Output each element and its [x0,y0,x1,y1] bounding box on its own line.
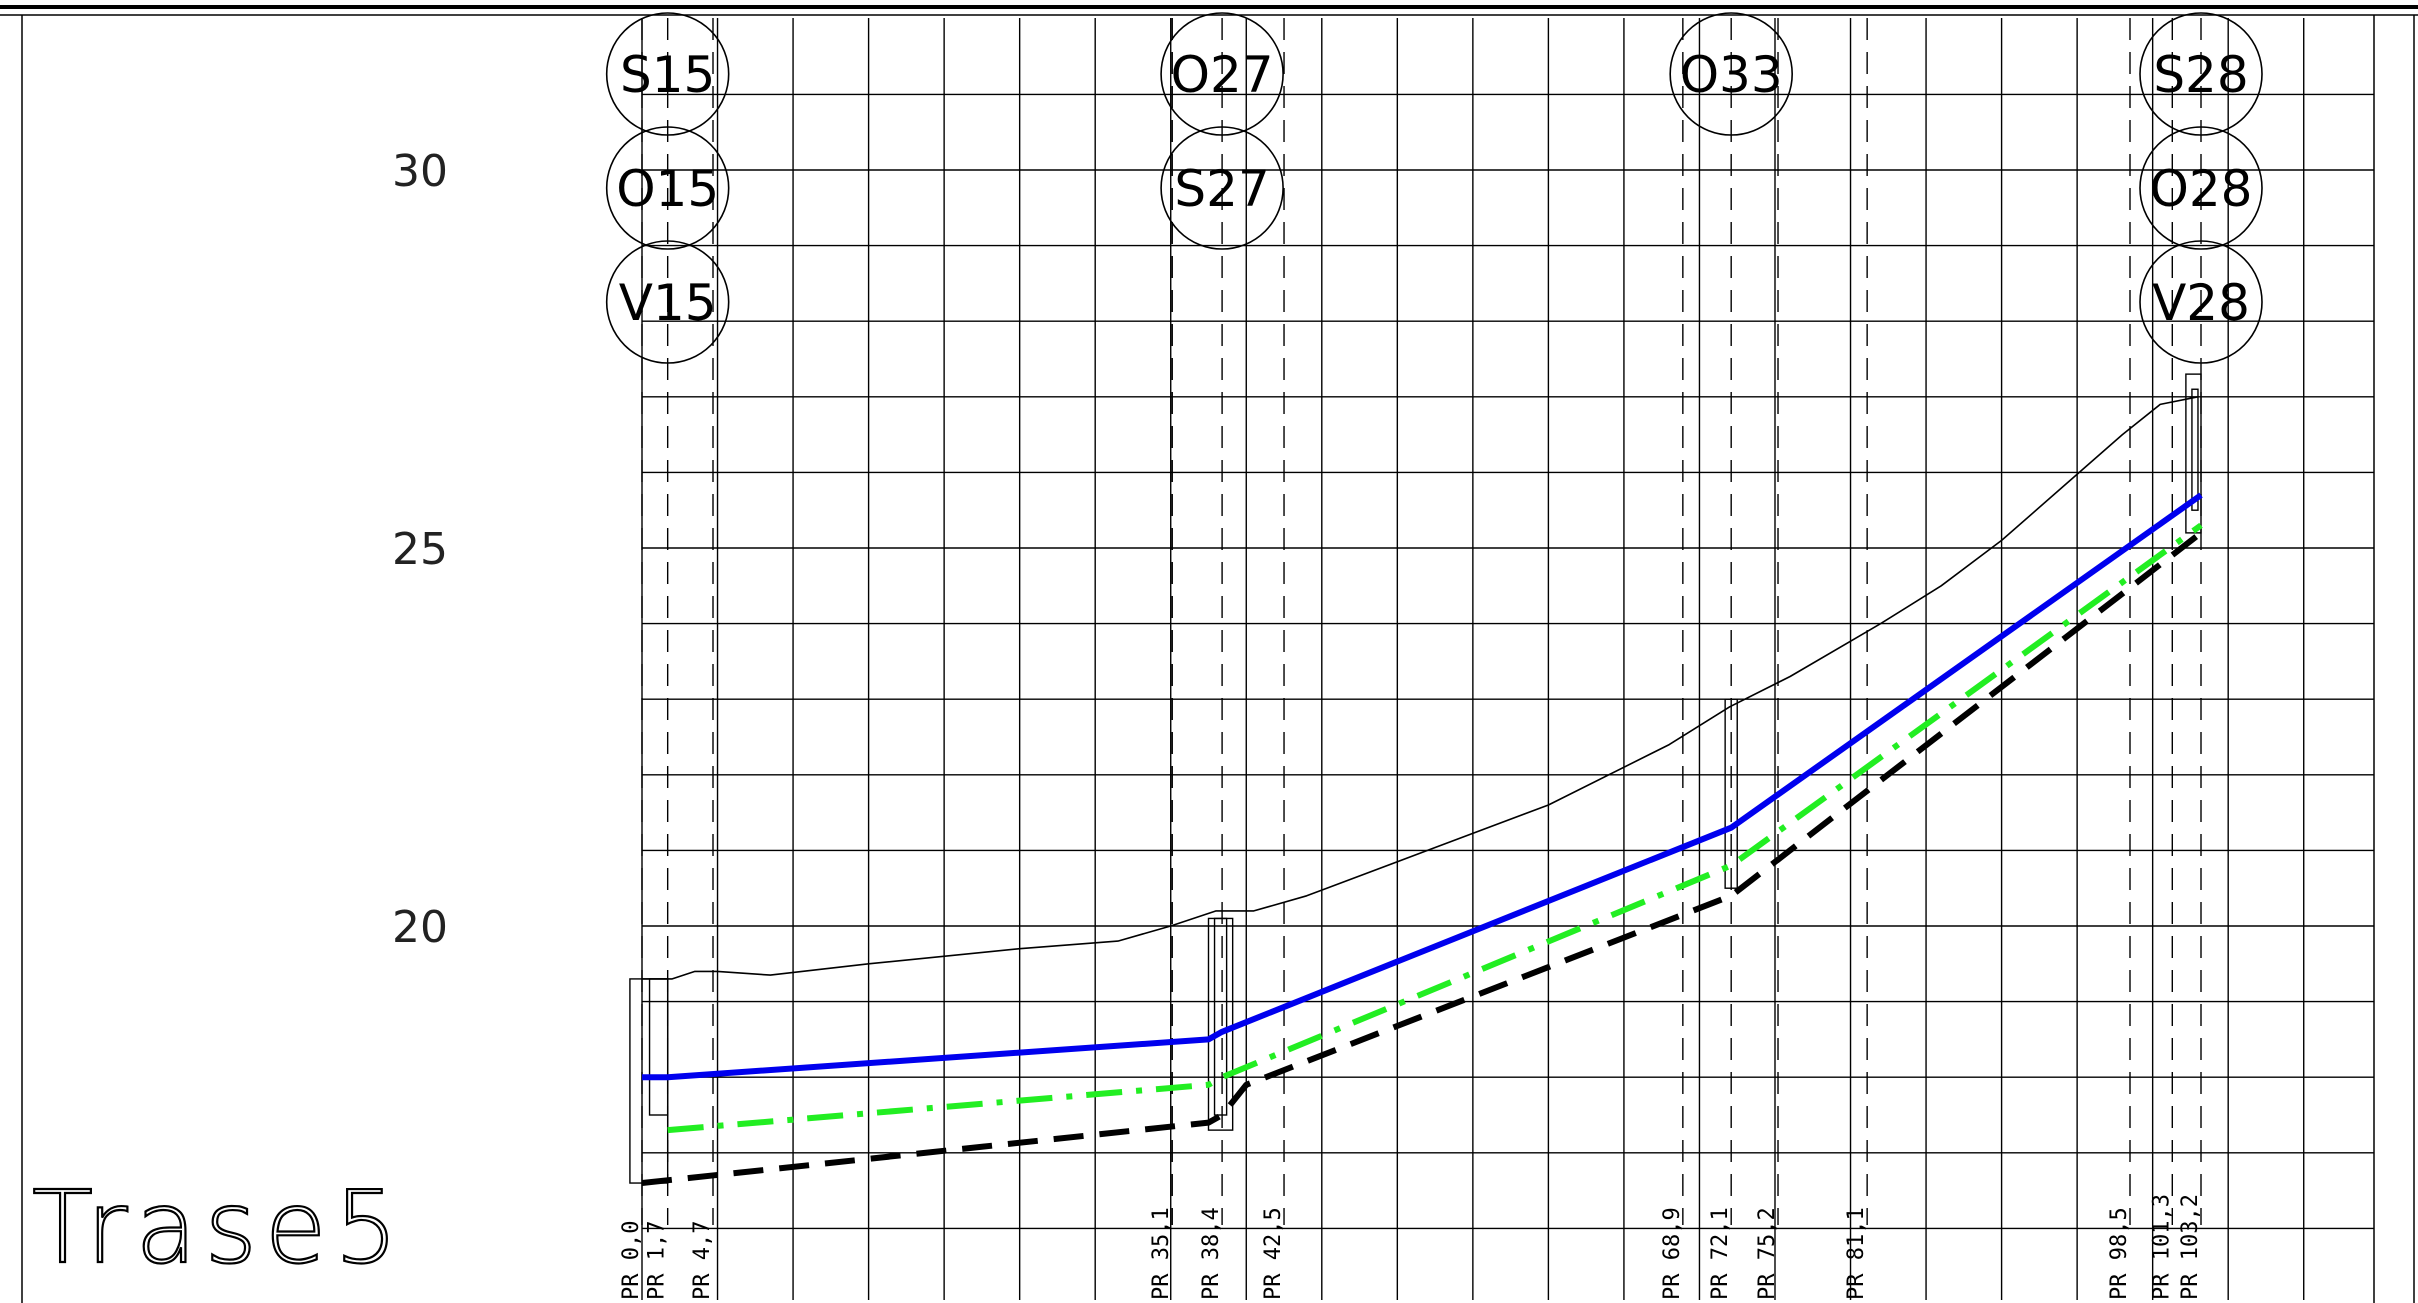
profile-mark-label: PR 75,2 [1755,1207,1780,1300]
node-label: O27 [1171,46,1274,104]
node-label: O33 [1680,46,1783,104]
series-line-terrain [642,396,2199,980]
node-circle [2139,240,2263,364]
node-label: S15 [620,46,715,104]
node-circle [605,12,730,136]
node-circle [605,126,730,250]
node-circle [2139,126,2263,250]
y-axis-labels: 30 25 20 [392,146,448,953]
node-label: V28 [2152,274,2250,332]
profile-mark-label: PR 4,7 [690,1221,715,1300]
manhole-structure [1213,917,1228,1116]
profile-mark-labels: PR 0,0 PR 1,7 PR 4,7 PR 35,1 PR 38,4 PR 42,5 P… [619,1194,2203,1300]
node-labels: S15 O15 V15 O27 S27 O33 S28 O28 V28 [605,12,2263,364]
manhole-structure [1207,917,1234,1131]
manhole-structure [648,978,669,1116]
profile-mark-label: PR 38,4 [1199,1207,1224,1300]
node-label: S28 [2153,46,2248,104]
series [641,396,2203,1186]
node-label: V15 [619,274,717,332]
profile-mark-label: PR 101,3 [2149,1194,2174,1300]
profile-mark-label: PR 103,2 [2178,1194,2203,1300]
profile-mark-label: PR 42,5 [1261,1207,1286,1300]
series-line-dashed-green [667,522,2203,1134]
y-axis-label: 20 [392,902,448,953]
node-circle [1669,12,1793,136]
node-label: O15 [616,160,719,218]
profile-mark-label: PR 98,5 [2107,1207,2132,1300]
node-label: S27 [1174,160,1269,218]
drawing-title: Trase5 [32,1169,406,1286]
profile-marks [641,18,2202,1225]
node-label: O28 [2150,160,2253,218]
y-axis-label: 25 [392,524,448,575]
series-line-solid-blue [642,492,2203,1081]
node-circle [605,240,730,364]
profile-mark-label: PR 68,9 [1660,1207,1685,1300]
profile-mark-label: PR 35,1 [1149,1207,1174,1300]
node-circle [1160,126,1284,250]
manhole-structure [1724,698,1738,889]
profile-mark-label: PR 81,1 [1844,1207,1869,1300]
manhole-structure [2185,373,2202,534]
series-line-dashed-black [641,530,2203,1186]
profile-mark-label: PR 1,7 [645,1221,670,1300]
y-axis-label: 30 [392,146,448,197]
profile-mark-label: PR 72,1 [1708,1207,1733,1300]
manhole-structure [2191,388,2199,511]
frame [0,5,2418,1303]
node-circle [1160,12,1284,136]
node-circle [2139,12,2263,136]
profile-mark-label: PR 0,0 [619,1221,644,1300]
